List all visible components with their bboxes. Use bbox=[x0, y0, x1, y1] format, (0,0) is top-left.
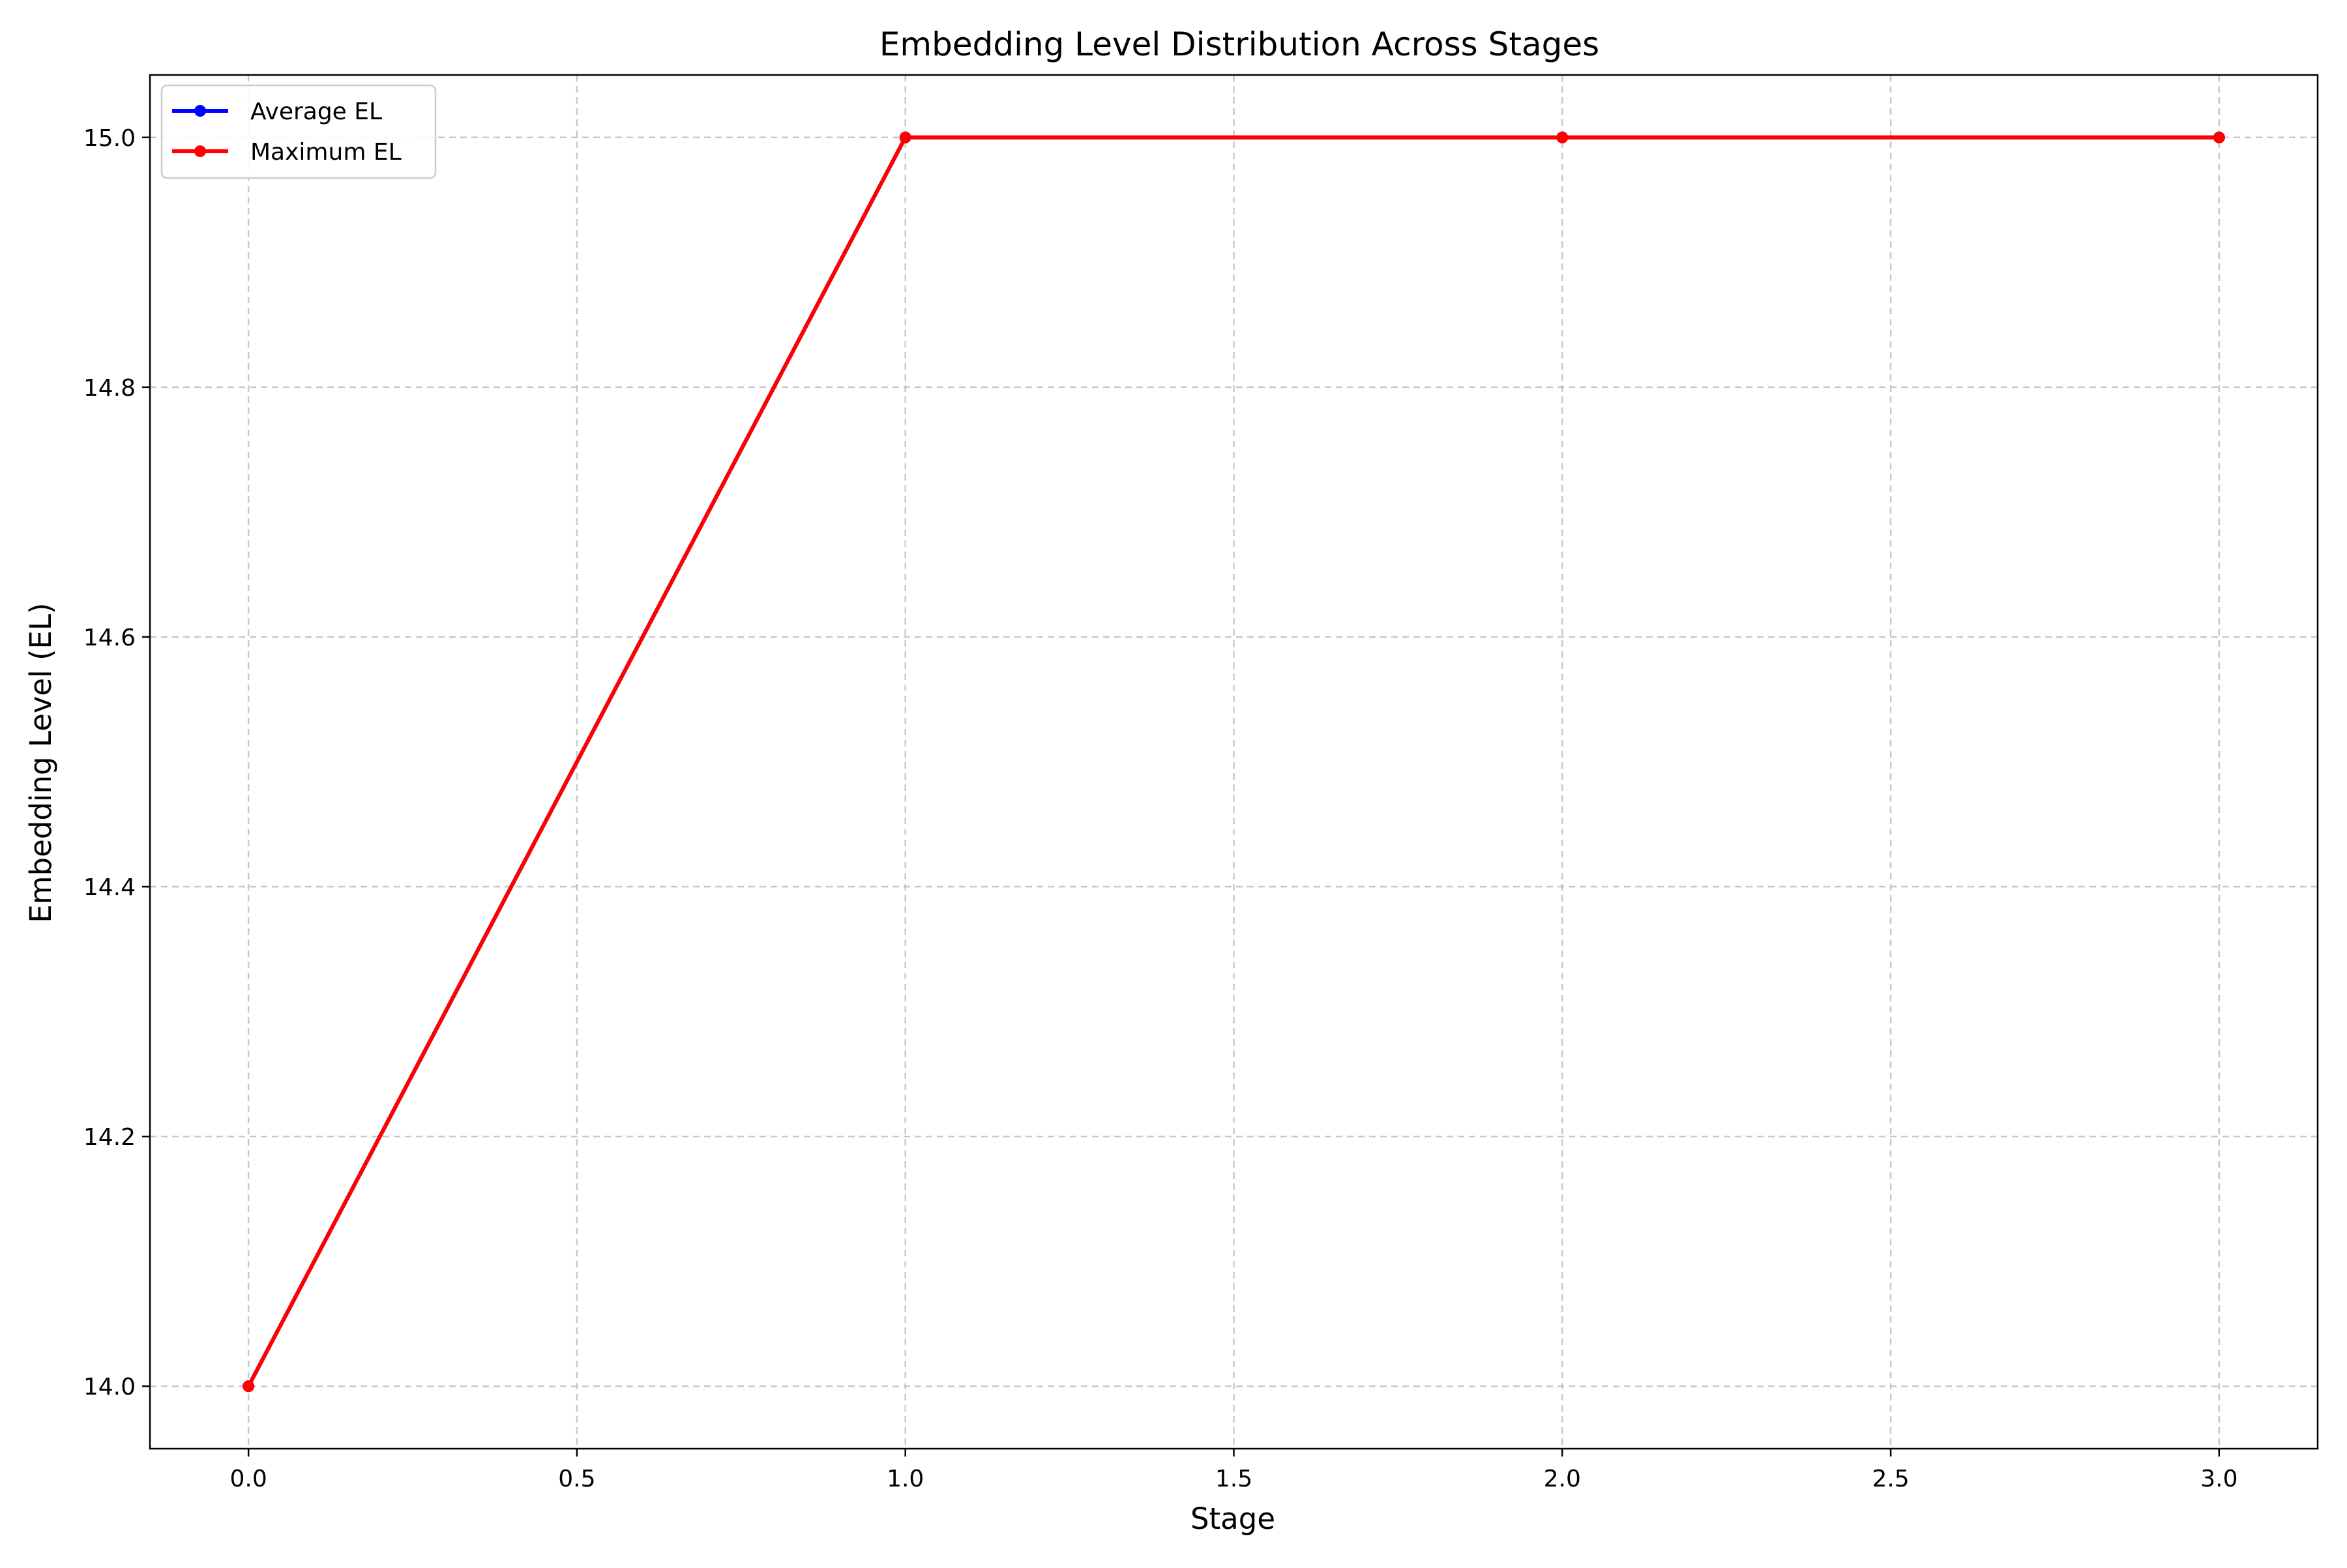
maximum-el-point bbox=[1556, 131, 1569, 143]
x-tick-label: 1.5 bbox=[1215, 1466, 1252, 1492]
average-el-legend-label: Average EL bbox=[250, 98, 382, 125]
x-axis-label: Stage bbox=[1190, 1501, 1275, 1536]
y-tick-label: 15.0 bbox=[83, 125, 136, 152]
average-el-legend-marker bbox=[194, 105, 206, 117]
y-tick-label: 14.4 bbox=[83, 874, 136, 901]
maximum-el-point bbox=[899, 131, 911, 143]
x-tick-label: 3.0 bbox=[2200, 1466, 2237, 1492]
x-tick-label: 0.0 bbox=[230, 1466, 267, 1492]
y-tick-label: 14.0 bbox=[83, 1374, 136, 1400]
maximum-el-legend-marker bbox=[194, 145, 206, 157]
x-tick-label: 2.5 bbox=[1872, 1466, 1909, 1492]
legend-entries: Average EL Maximum EL bbox=[172, 98, 402, 166]
grid-lines bbox=[150, 75, 2318, 1449]
y-tick-label: 14.2 bbox=[83, 1124, 136, 1151]
maximum-el-legend-label: Maximum EL bbox=[250, 139, 402, 166]
y-axis-label: Embedding Level (EL) bbox=[23, 602, 58, 923]
series-lines bbox=[243, 131, 2225, 1393]
y-tick-label: 14.6 bbox=[83, 625, 136, 651]
x-tick-label: 1.0 bbox=[887, 1466, 924, 1492]
chart-title: Embedding Level Distribution Across Stag… bbox=[879, 25, 1599, 63]
maximum-el-line bbox=[246, 135, 2221, 1389]
maximum-el-point bbox=[243, 1380, 255, 1393]
y-tick-label: 14.8 bbox=[83, 375, 136, 402]
maximum-el-point bbox=[2213, 131, 2225, 143]
x-tick-label: 0.5 bbox=[558, 1466, 595, 1492]
x-tick-label: 2.0 bbox=[1544, 1466, 1581, 1492]
axis-ticks: 0.0 0.5 1.0 1.5 2.0 2.5 3.0 14.0 14.2 14.4 14.6 14.… bbox=[83, 125, 2238, 1492]
legend: Average EL Maximum EL bbox=[160, 84, 437, 179]
legend-box bbox=[160, 84, 437, 179]
